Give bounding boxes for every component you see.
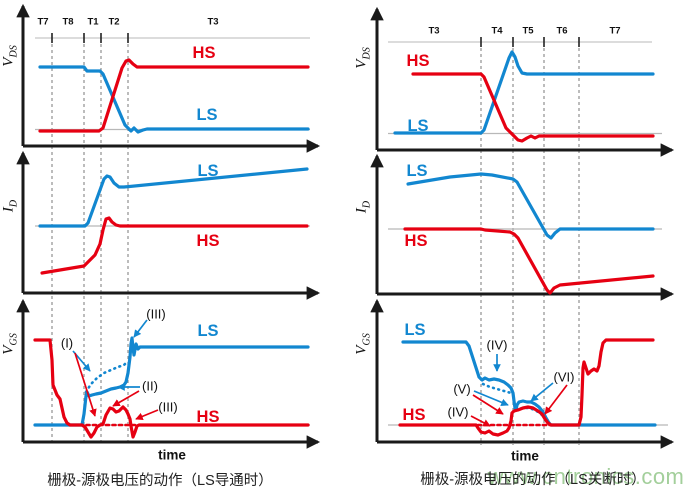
interval-label-T2: T2	[108, 16, 120, 28]
hs-curve-label: HS	[196, 231, 220, 250]
annotation-label: (III)	[158, 399, 178, 415]
annotation-label: (I)	[60, 335, 74, 351]
annotation-arrow	[133, 319, 148, 338]
annotation-label: (V)	[453, 381, 471, 397]
ls-curve-label: LS	[407, 116, 429, 135]
hs-vgs-curve	[33, 338, 310, 439]
interval-label-T1: T1	[87, 16, 99, 28]
ls-curve-label: LS	[404, 320, 426, 339]
interval-label-T7: T7	[37, 16, 49, 28]
vgs-axis-title: VGS	[353, 333, 373, 355]
annotation-label: (VI)	[553, 369, 575, 385]
hs-curve-label: HS	[406, 51, 430, 70]
annotation-label: (III)	[146, 306, 166, 322]
hs-vgs-curve	[398, 338, 655, 437]
caption-ls-turn-off: 栅极-源极电压的动作（LS关断时）	[420, 471, 646, 488]
annotation-arrow	[135, 409, 159, 420]
ls-curve-label: LS	[197, 161, 219, 180]
hs-curve-label: HS	[404, 231, 428, 250]
annotation-arrow	[473, 390, 509, 406]
hs-id-curve	[40, 216, 309, 275]
interval-label-T3: T3	[428, 25, 440, 37]
ls-id-curve	[406, 172, 655, 240]
ls-vgs-dotted-1-curve	[481, 382, 513, 395]
ls-vds-curve	[393, 50, 655, 135]
ls-vgs-dotted-curve	[84, 359, 130, 394]
id-axis-title: ID	[353, 200, 373, 214]
annotation-arrow	[74, 352, 97, 417]
caption-ls-turn-on: 栅极-源极电压的动作（LS导通时）	[47, 472, 273, 489]
ls-curve-label: LS	[197, 321, 219, 340]
hs-vds-curve	[38, 58, 310, 133]
hs-curve-label: HS	[192, 43, 216, 62]
annotation-arrow	[530, 382, 554, 402]
annotation-arrow	[472, 394, 504, 415]
vds-axis-title: VDS	[0, 45, 20, 67]
interval-label-T4: T4	[491, 25, 503, 37]
interval-label-T3: T3	[207, 16, 219, 28]
interval-label-T7: T7	[609, 25, 621, 37]
vds-axis-title: VDS	[353, 47, 373, 69]
annotation-label: (IV)	[447, 404, 469, 420]
ls-curve-label: LS	[406, 161, 428, 180]
hs-curve-label: HS	[402, 405, 426, 424]
interval-label-T6: T6	[556, 25, 568, 37]
hs-curve-label: HS	[196, 407, 220, 426]
interval-label-T8: T8	[62, 16, 74, 28]
id-axis-title: ID	[0, 199, 20, 213]
annotation-arrow	[112, 390, 140, 407]
vgs-axis-title: VGS	[0, 333, 20, 355]
hs-vds-curve	[411, 72, 655, 143]
hs-id-curve	[403, 227, 655, 295]
watermark: www.cntronics.com	[487, 464, 685, 489]
time-axis-label: time	[158, 447, 186, 463]
annotation-label: (IV)	[486, 337, 508, 353]
interval-label-T5: T5	[522, 25, 534, 37]
ls-id-curve	[38, 167, 309, 228]
ls-vds-curve	[38, 65, 310, 134]
ls-curve-label: LS	[196, 105, 218, 124]
annotation-arrow	[470, 415, 491, 427]
time-axis-label: time	[511, 448, 539, 464]
ls-vgs-curve	[401, 340, 657, 427]
annotation-label: (II)	[142, 378, 158, 394]
annotation-arrow	[544, 384, 568, 415]
